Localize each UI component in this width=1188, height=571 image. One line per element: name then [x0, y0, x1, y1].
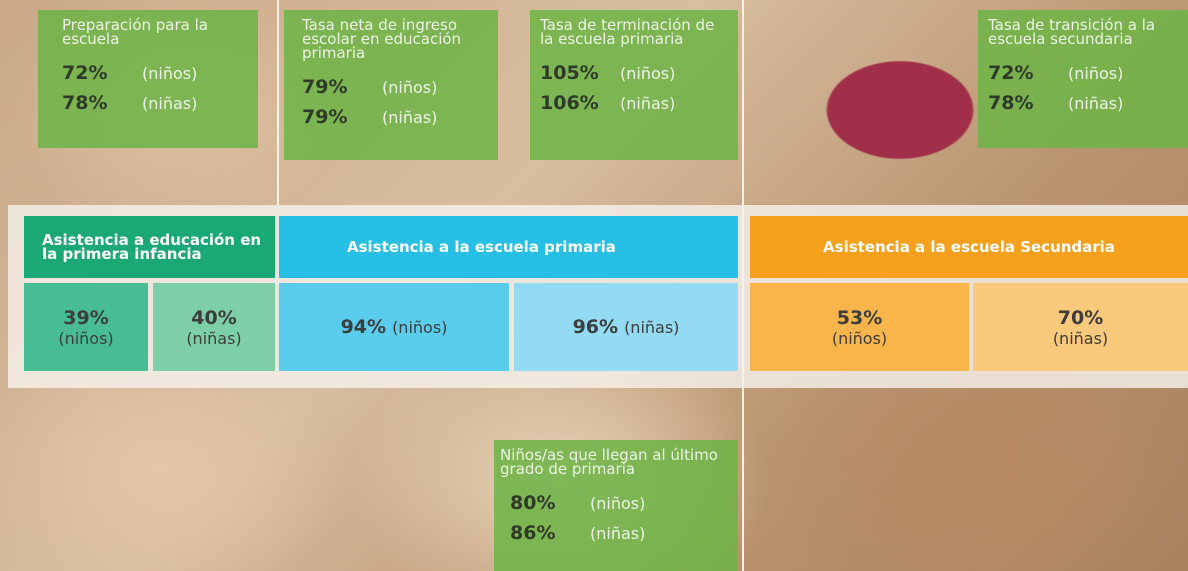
- attendance-value: 96%: [573, 316, 618, 338]
- stat-box: Tasa neta de ingreso escolar en educació…: [284, 10, 498, 160]
- box-title: Tasa de terminación de la escuela primar…: [540, 18, 730, 46]
- stat-value: 72%: [62, 62, 142, 84]
- stat-row: 79%(niñas): [302, 102, 488, 132]
- attendance-label: (niños): [392, 318, 447, 337]
- stat-value: 78%: [62, 92, 142, 114]
- attendance-cell: 53%(niños): [750, 283, 969, 371]
- box-title: Preparación para la escuela: [62, 18, 212, 46]
- stat-value: 105%: [540, 62, 620, 84]
- stat-row: 72%(niños): [988, 58, 1178, 88]
- infographic: Preparación para la escuela72%(niños)78%…: [0, 0, 1188, 571]
- stat-label: (niños): [620, 64, 675, 83]
- attendance-value: 94%: [341, 316, 386, 338]
- attendance-value: 39%: [63, 307, 108, 329]
- stat-label: (niñas): [382, 108, 437, 127]
- attendance-value: 70%: [1058, 307, 1103, 329]
- box-title: Tasa neta de ingreso escolar en educació…: [302, 18, 477, 60]
- attendance-label: (niños): [58, 329, 113, 348]
- stat-box: Tasa de terminación de la escuela primar…: [530, 10, 738, 160]
- stat-row: 86%(niñas): [500, 518, 728, 548]
- stat-row: 79%(niños): [302, 72, 488, 102]
- stat-label: (niñas): [142, 94, 197, 113]
- stat-row: 72%(niños): [62, 58, 248, 88]
- attendance-header: Asistencia a la escuela Secundaria: [750, 216, 1188, 278]
- attendance-label: (niños): [832, 329, 887, 348]
- stat-value: 86%: [510, 522, 590, 544]
- stat-row: 106%(niñas): [540, 88, 728, 118]
- box-title: Niños/as que llegan al último grado de p…: [500, 448, 740, 476]
- stat-value: 72%: [988, 62, 1068, 84]
- divider: [277, 0, 279, 205]
- attendance-cell: 94% (niños): [279, 283, 509, 371]
- stat-value: 78%: [988, 92, 1068, 114]
- stat-label: (niñas): [590, 524, 645, 543]
- box-title: Tasa de transición a la escuela secundar…: [988, 18, 1173, 46]
- attendance-value: 40%: [191, 307, 236, 329]
- stat-box: Tasa de transición a la escuela secundar…: [978, 10, 1188, 148]
- attendance-value: 53%: [837, 307, 882, 329]
- attendance-cell: 96% (niñas): [514, 283, 738, 371]
- stat-row: 78%(niñas): [988, 88, 1178, 118]
- attendance-label: (niñas): [186, 329, 241, 348]
- attendance-cell: 40%(niñas): [153, 283, 275, 371]
- attendance-label: (niñas): [624, 318, 679, 337]
- stat-label: (niños): [1068, 64, 1123, 83]
- stat-label: (niños): [142, 64, 197, 83]
- stat-row: 80%(niños): [500, 488, 728, 518]
- stat-value: 106%: [540, 92, 620, 114]
- attendance-header: Asistencia a la escuela primaria: [279, 216, 738, 278]
- stat-value: 80%: [510, 492, 590, 514]
- attendance-header: Asistencia a educación en la primera inf…: [24, 216, 275, 278]
- stat-row: 105%(niños): [540, 58, 728, 88]
- stat-row: 78%(niñas): [62, 88, 248, 118]
- attendance-cell: 39%(niños): [24, 283, 148, 371]
- attendance-cell: 70%(niñas): [973, 283, 1188, 371]
- stat-label: (niños): [590, 494, 645, 513]
- stat-label: (niños): [382, 78, 437, 97]
- stat-box: Niños/as que llegan al último grado de p…: [494, 440, 738, 571]
- stat-label: (niñas): [1068, 94, 1123, 113]
- stat-value: 79%: [302, 106, 382, 128]
- attendance-label: (niñas): [1053, 329, 1108, 348]
- stat-label: (niñas): [620, 94, 675, 113]
- stat-value: 79%: [302, 76, 382, 98]
